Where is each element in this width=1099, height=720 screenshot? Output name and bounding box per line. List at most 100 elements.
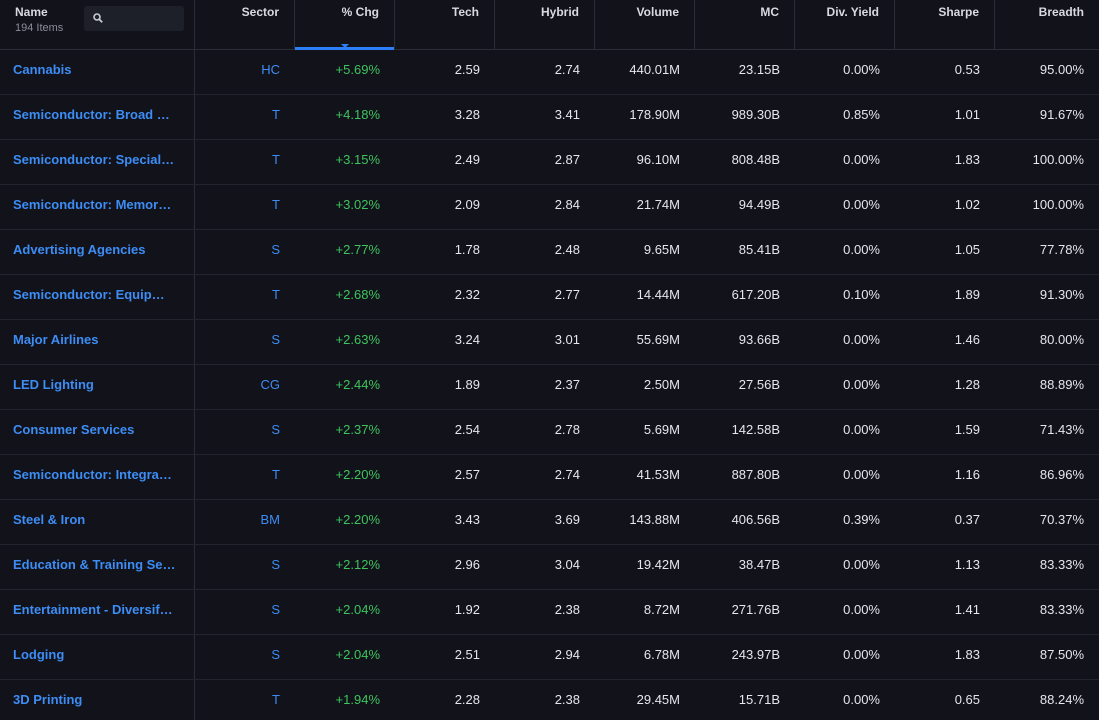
cell-sharpe: 0.37	[954, 512, 980, 527]
table-row[interactable]: 3D Printing T +1.94% 2.28 2.38 29.45M 15.71B 0.…	[0, 680, 1099, 720]
cell-sector[interactable]: HC	[261, 62, 280, 77]
cell-sharpe: 1.59	[954, 422, 980, 437]
cell-tech: 3.28	[454, 107, 480, 122]
cell-sector[interactable]: S	[271, 422, 280, 437]
column-header-label: Volume	[636, 5, 679, 19]
table-row[interactable]: Semiconductor: Broad Line T +4.18% 3.28 3.41…	[0, 95, 1099, 140]
cell-mc: 989.30B	[731, 107, 780, 122]
industry-name-link[interactable]: Consumer Services	[0, 410, 195, 454]
table-row[interactable]: Steel & Iron BM +2.20% 3.43 3.69 143.88M 406.5…	[0, 500, 1099, 545]
industry-name-link[interactable]: LED Lighting	[0, 365, 195, 409]
cell-volume: 6.78M	[643, 647, 680, 662]
cell-sector[interactable]: S	[271, 602, 280, 617]
table-row[interactable]: Education & Training Services S +2.12% 2.96…	[0, 545, 1099, 590]
cell-sharpe: 1.05	[954, 242, 980, 257]
industry-name-link[interactable]: Semiconductor: Broad Line	[0, 95, 195, 139]
table-row[interactable]: Advertising Agencies S +2.77% 1.78 2.48 9.65M…	[0, 230, 1099, 275]
cell-div: 0.00%	[843, 62, 880, 77]
cell-sector[interactable]: T	[272, 467, 280, 482]
industry-name-link[interactable]: Steel & Iron	[0, 500, 195, 544]
table-row[interactable]: Semiconductor: Equipment & Materials T +2.…	[0, 275, 1099, 320]
items-count: 194 Items	[15, 22, 64, 34]
cell-sharpe: 1.46	[954, 332, 980, 347]
cell-div: 0.00%	[843, 377, 880, 392]
search-box[interactable]	[84, 6, 184, 33]
column-header-label: MC	[760, 5, 779, 19]
industry-name-link[interactable]: Semiconductor: Memory Chips	[0, 185, 195, 229]
column-header-breadth[interactable]: Breadth	[995, 0, 1099, 49]
industry-name-link[interactable]: Semiconductor: Integrated Circuits	[0, 455, 195, 499]
cell-mc: 23.15B	[738, 62, 780, 77]
cell-chg: +3.15%	[335, 152, 380, 167]
cell-mc: 15.71B	[738, 692, 780, 707]
cell-breadth: 100.00%	[1032, 197, 1084, 212]
column-header-tech[interactable]: Tech	[395, 0, 495, 49]
search-input[interactable]	[108, 6, 184, 33]
cell-sector[interactable]: S	[271, 242, 280, 257]
table-row[interactable]: Consumer Services S +2.37% 2.54 2.78 5.69M 142…	[0, 410, 1099, 455]
cell-hybrid: 3.69	[554, 512, 580, 527]
cell-sector[interactable]: S	[271, 647, 280, 662]
table-row[interactable]: Cannabis HC +5.69% 2.59 2.74 440.01M 23.15B 0.0…	[0, 50, 1099, 95]
cell-div: 0.10%	[843, 287, 880, 302]
cell-chg: +1.94%	[335, 692, 380, 707]
cell-chg: +2.12%	[335, 557, 380, 572]
cell-sector[interactable]: T	[272, 107, 280, 122]
cell-sector[interactable]: T	[272, 692, 280, 707]
industry-name-link[interactable]: Lodging	[0, 635, 195, 679]
cell-div: 0.85%	[843, 107, 880, 122]
cell-breadth: 77.78%	[1039, 242, 1084, 257]
cell-mc: 406.56B	[731, 512, 780, 527]
cell-mc: 243.97B	[731, 647, 780, 662]
table-row[interactable]: Semiconductor: Integrated Circuits T +2.20…	[0, 455, 1099, 500]
cell-volume: 9.65M	[643, 242, 680, 257]
industry-name-link[interactable]: Entertainment - Diversified	[0, 590, 195, 634]
table-body: Cannabis HC +5.69% 2.59 2.74 440.01M 23.15B 0.0…	[0, 50, 1099, 720]
cell-tech: 2.28	[454, 692, 480, 707]
cell-sector[interactable]: T	[272, 287, 280, 302]
cell-mc: 808.48B	[731, 152, 780, 167]
column-header-sharpe[interactable]: Sharpe	[895, 0, 995, 49]
cell-sector[interactable]: S	[271, 557, 280, 572]
industry-name-link[interactable]: Cannabis	[0, 50, 195, 94]
industry-name-link[interactable]: 3D Printing	[0, 680, 195, 720]
table-row[interactable]: Major Airlines S +2.63% 3.24 3.01 55.69M 93.66…	[0, 320, 1099, 365]
table-row[interactable]: Lodging S +2.04% 2.51 2.94 6.78M 243.97B 0.00% 1…	[0, 635, 1099, 680]
cell-hybrid: 2.37	[554, 377, 580, 392]
industry-name-link[interactable]: Semiconductor: Equipment & Materials	[0, 275, 195, 319]
sort-caret-icon	[340, 44, 349, 48]
cell-sharpe: 1.13	[954, 557, 980, 572]
cell-sector[interactable]: T	[272, 197, 280, 212]
cell-sector[interactable]: BM	[260, 512, 281, 527]
column-header-name[interactable]: Name 194 Items	[0, 0, 195, 49]
cell-div: 0.00%	[843, 197, 880, 212]
industry-name-link[interactable]: Education & Training Services	[0, 545, 195, 589]
column-header-label: % Chg	[341, 5, 379, 19]
table-row[interactable]: Semiconductor: Memory Chips T +3.02% 2.09 2.…	[0, 185, 1099, 230]
industry-name-link[interactable]: Major Airlines	[0, 320, 195, 364]
column-header-volume[interactable]: Volume	[595, 0, 695, 49]
cell-sharpe: 1.83	[954, 647, 980, 662]
cell-sector[interactable]: T	[272, 152, 280, 167]
cell-volume: 2.50M	[643, 377, 680, 392]
industry-name-link[interactable]: Semiconductor: Specialized	[0, 140, 195, 184]
cell-tech: 3.24	[454, 332, 480, 347]
cell-tech: 2.59	[454, 62, 480, 77]
cell-chg: +2.68%	[335, 287, 380, 302]
cell-hybrid: 2.38	[554, 602, 580, 617]
column-header-sector[interactable]: Sector	[195, 0, 295, 49]
cell-tech: 2.49	[454, 152, 480, 167]
cell-sector[interactable]: CG	[260, 377, 281, 392]
table-row[interactable]: Entertainment - Diversified S +2.04% 1.92 2.…	[0, 590, 1099, 635]
cell-sharpe: 1.28	[954, 377, 980, 392]
table-row[interactable]: LED Lighting CG +2.44% 1.89 2.37 2.50M 27.56B 0…	[0, 365, 1099, 410]
cell-div: 0.00%	[843, 647, 880, 662]
column-header-div[interactable]: Div. Yield	[795, 0, 895, 49]
column-header-mc[interactable]: MC	[695, 0, 795, 49]
cell-volume: 96.10M	[636, 152, 680, 167]
column-header-hybrid[interactable]: Hybrid	[495, 0, 595, 49]
industry-name-link[interactable]: Advertising Agencies	[0, 230, 195, 274]
table-row[interactable]: Semiconductor: Specialized T +3.15% 2.49 2.8…	[0, 140, 1099, 185]
cell-sector[interactable]: S	[271, 332, 280, 347]
column-header-chg[interactable]: % Chg	[295, 0, 395, 50]
